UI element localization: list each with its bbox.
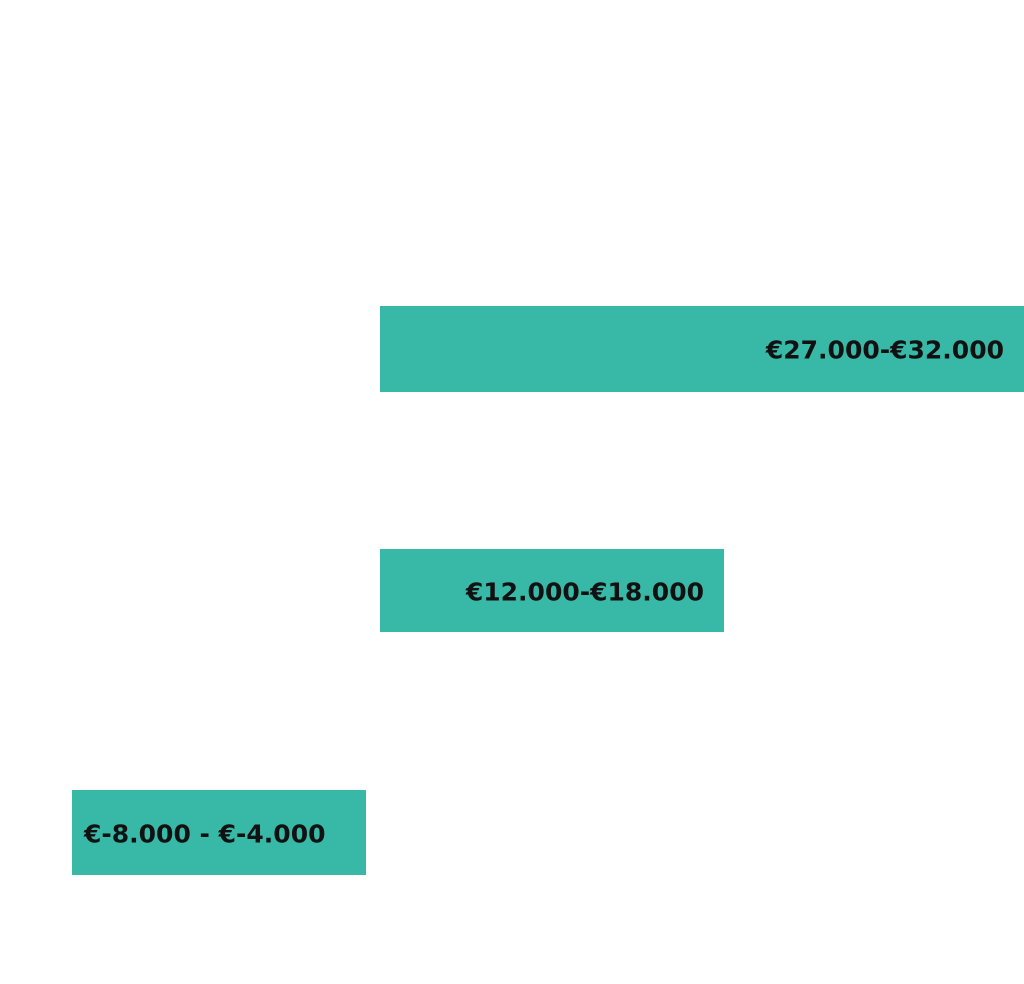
range-bar-label-3: €-8.000 - €-4.000 [84,819,326,848]
range-bar-1 [380,306,1024,392]
range-bar-3 [72,790,366,875]
range-bar-label-1: €27.000-€32.000 [765,335,1004,365]
range-bar-2 [380,549,724,632]
range-bar-label-2: €12.000-€18.000 [465,577,704,606]
